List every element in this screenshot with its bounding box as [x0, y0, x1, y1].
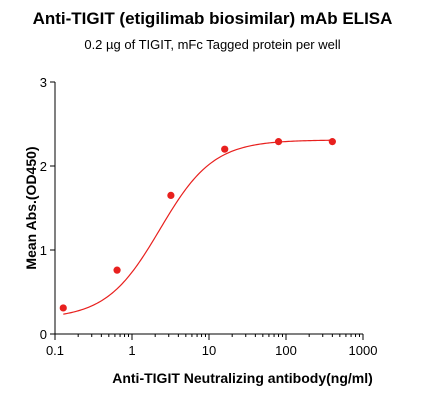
- y-tick-label: 3: [40, 75, 47, 90]
- x-tick-label: 0.1: [46, 343, 64, 358]
- data-point: [328, 138, 336, 146]
- chart-subtitle: 0.2 µg of TIGIT, mFc Tagged protein per …: [84, 37, 341, 52]
- y-axis-label: Mean Abs.(OD450): [23, 146, 39, 270]
- data-points: [59, 138, 336, 312]
- data-point: [113, 266, 121, 274]
- fit-curve-group: [63, 139, 333, 315]
- data-point: [59, 304, 67, 312]
- data-point: [221, 145, 229, 153]
- fit-curve: [63, 139, 333, 315]
- x-tick-label: 10: [202, 343, 216, 358]
- tick-marks: 0 1 2 3 0.1 1 10 100 1000: [40, 75, 378, 358]
- x-tick-label: 1: [128, 343, 135, 358]
- chart-title: Anti-TIGIT (etigilimab biosimilar) mAb E…: [32, 9, 393, 28]
- axes: [54, 82, 363, 335]
- y-tick-label: 2: [40, 159, 47, 174]
- y-tick-label: 1: [40, 243, 47, 258]
- data-point: [274, 138, 283, 146]
- x-tick-label: 100: [275, 343, 297, 358]
- x-tick-label: 1000: [349, 343, 378, 358]
- data-point: [167, 191, 175, 199]
- x-axis-label: Anti-TIGIT Neutralizing antibody(ng/ml): [112, 370, 373, 386]
- y-tick-label: 0: [40, 327, 47, 342]
